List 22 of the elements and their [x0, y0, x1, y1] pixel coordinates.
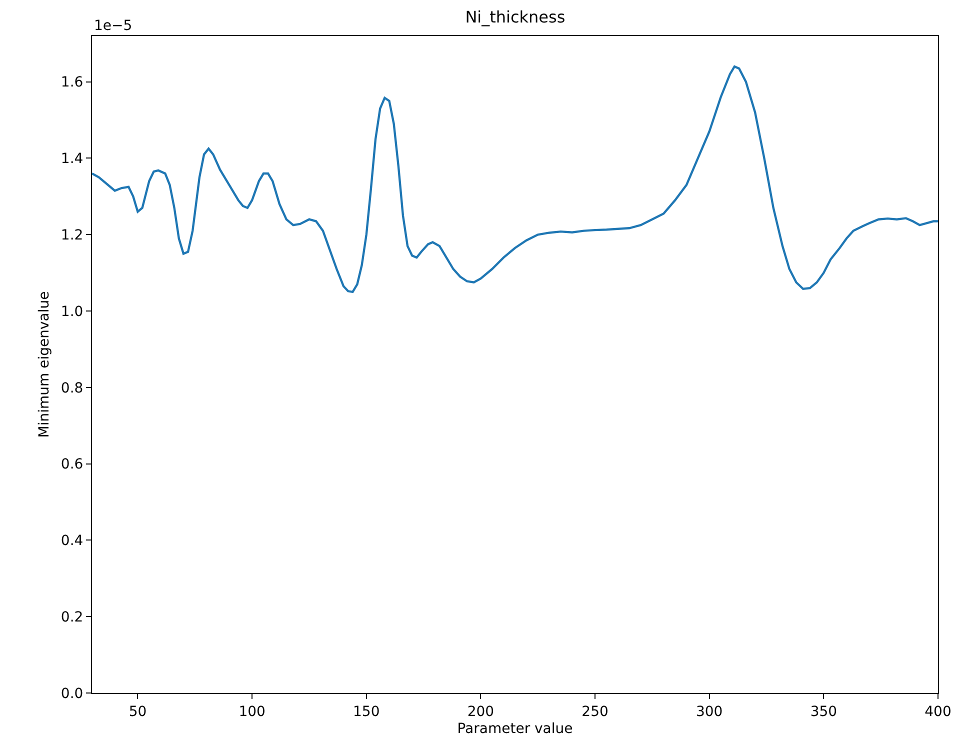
- chart-title: Ni_thickness: [465, 7, 566, 26]
- x-tick-label: 250: [582, 704, 608, 720]
- y-tick-label: 1.0: [60, 304, 84, 320]
- y-tick-label: 1.4: [60, 151, 84, 168]
- x-tick-label: 200: [467, 704, 494, 720]
- text: 1e−5: [94, 18, 132, 34]
- y-tick-label: 1.6: [60, 74, 84, 91]
- y-tick-label: 0.4: [60, 533, 84, 550]
- x-tick-label: 300: [696, 704, 723, 720]
- y-tick-label: 0.8: [60, 380, 84, 396]
- x-tick-label: 350: [810, 704, 838, 720]
- y-tick-label: 0.0: [60, 686, 84, 702]
- y-axis-title: Minimum eigenvalue: [36, 291, 53, 438]
- y-tick-label: 0.2: [60, 610, 84, 626]
- y-tick-label: 1.2: [60, 228, 84, 244]
- line-series: [92, 65, 938, 294]
- x-tick-label: 150: [353, 704, 380, 720]
- x-tick-label: 50: [128, 704, 147, 720]
- x-tick-label: 400: [924, 704, 952, 720]
- x-tick-label: 100: [238, 704, 266, 720]
- x-axis-title: Parameter value: [457, 721, 573, 738]
- y-tick-label: 0.6: [60, 456, 84, 473]
